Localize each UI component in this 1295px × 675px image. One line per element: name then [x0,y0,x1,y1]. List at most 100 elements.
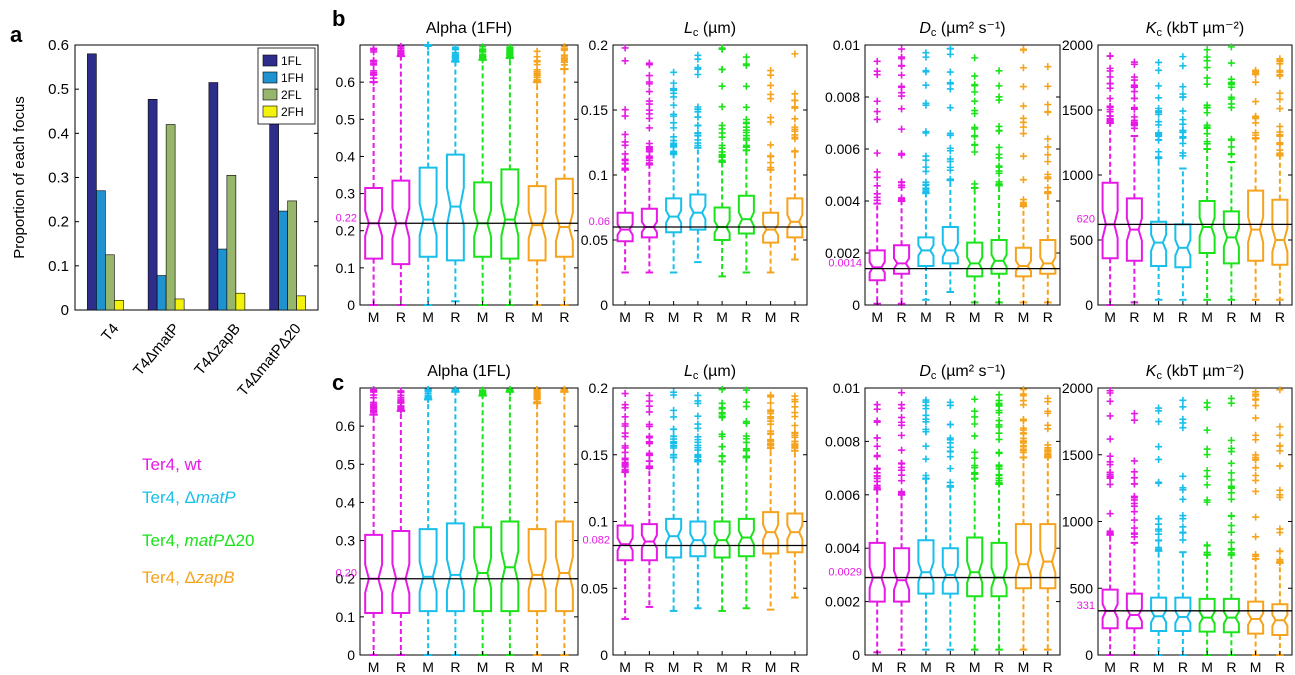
outlier-mark [1155,94,1163,102]
box-body [1271,198,1289,266]
outlier-mark [1252,114,1260,122]
outlier-mark [898,45,906,53]
axes-frame [1097,44,1293,306]
x-category-label: M [765,659,777,675]
y-tick-label: 2000 [1062,380,1093,396]
outlier-mark [1179,53,1187,61]
outlier-mark [718,125,726,133]
outlier-mark [1203,74,1211,82]
panel-title: Kc (kbT µm⁻²) [1146,363,1244,382]
box-body [391,530,411,615]
x-category-label: M [1250,659,1262,675]
outlier-mark [971,97,979,105]
y-tick-label: 2000 [1062,37,1093,53]
outlier-mark [621,413,629,421]
axes-frame [612,44,808,306]
outlier-mark [621,106,629,114]
x-category-label: M [619,659,631,675]
outlier-mark [971,82,979,90]
outlier-mark [971,141,979,149]
x-category-label: R [1043,309,1053,325]
box-body [554,177,574,258]
y-tick-label: 0.6 [48,37,69,54]
outlier-mark [1252,456,1260,464]
outlier-mark [645,72,653,80]
outlier-mark [670,388,678,396]
box-7 [1039,63,1057,304]
outlier-mark [922,455,930,463]
outlier-mark [1130,494,1138,502]
axes-frame [359,44,579,306]
outlier-mark [1203,426,1211,434]
outlier-mark [1252,66,1260,74]
outlier-mark [742,126,750,134]
outlier-mark [971,407,979,415]
box-1 [640,59,658,274]
x-category-label: M [531,309,543,325]
outlier-mark [791,103,799,111]
outlier-mark [791,422,799,430]
outlier-mark [946,45,954,53]
outlier-mark [1155,66,1163,74]
outlier-mark [1130,60,1138,68]
box-1 [893,389,911,651]
y-tick-label: 0.006 [825,487,860,503]
outlier-mark [479,46,487,54]
box-body [786,512,804,554]
y-tick-label: 0.6 [336,418,356,434]
outlier-mark [1276,491,1284,499]
outlier-mark [1203,124,1211,132]
outlier-mark [791,392,799,400]
outlier-mark [694,397,702,405]
outlier-mark [621,461,629,469]
outlier-mark [995,417,1003,425]
outlier-mark [1276,60,1284,68]
box-0 [364,386,384,656]
outlier-mark [1044,170,1052,178]
box-body [1150,596,1168,632]
outlier-mark [1179,126,1187,134]
box-7 [554,43,574,306]
outlier-mark [1227,522,1235,530]
box-1 [391,387,411,656]
outlier-mark [767,393,775,401]
x-category-label: R [790,659,800,675]
outlier-mark [1276,431,1284,439]
outlier-mark [767,413,775,421]
outlier-mark [922,81,930,89]
box-1 [893,45,911,305]
outlier-mark [1203,109,1211,117]
box-3 [445,43,465,303]
outlier-mark [767,152,775,160]
outlier-mark [670,444,678,452]
outlier-mark [670,413,678,421]
outlier-mark [1106,73,1114,81]
outlier-mark [397,397,405,405]
box-panel-c1: Alpha (1FL)00.10.20.30.40.50.6M R M R M R M R0.… [336,363,579,675]
outlier-mark [533,386,541,394]
outlier-mark [995,143,1003,151]
outlier-mark [1227,459,1235,467]
box-body [737,194,755,235]
y-tick-label: 0.1 [336,609,356,625]
box-4 [473,43,493,306]
box-body [966,536,984,598]
outlier-mark [742,398,750,406]
x-category-label: M [920,309,932,325]
outlier-mark [718,65,726,73]
outlier-mark [791,96,799,104]
y-tick-label: 0.008 [825,433,860,449]
axes-frame [864,44,1061,306]
outlier-mark [1044,425,1052,433]
y-tick-label: 0.5 [336,456,356,472]
y-tick-label: 0.01 [833,37,860,53]
y-tick-label: 0.006 [825,141,860,157]
y-tick-label: 0.008 [825,89,860,105]
box-4 [1198,46,1216,301]
box-body [418,528,438,613]
outlier-mark [1019,196,1027,204]
outlier-mark [1276,442,1284,450]
